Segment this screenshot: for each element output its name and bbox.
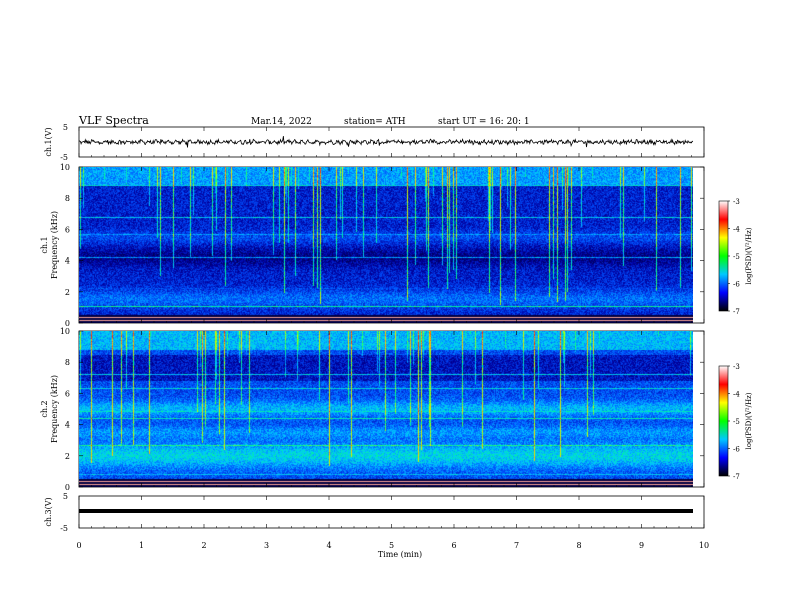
start-time-label: start UT = 16: 20: 1 [438, 117, 530, 127]
date-label: Mar.14, 2022 [251, 117, 312, 127]
ch1-freq-ticks: 10 8 6 4 2 0 [60, 163, 704, 328]
ch1-spectrogram-panel: 10 8 6 4 2 0 ch.1 Frequency (kHz) [40, 163, 705, 328]
cb1-ticks--3: -3 [733, 198, 740, 206]
ch1-waveform-ylabel: ch.1(V) [44, 127, 53, 156]
cb1-ticks--7: -7 [733, 308, 740, 316]
ch1-channel-label: ch.1 [40, 236, 49, 253]
ch1-ytick-bottom: -5 [60, 153, 68, 162]
ch1-freq-ylabel: Frequency (kHz) [50, 211, 59, 279]
time-tick-7: 7 [514, 541, 519, 550]
time-tick-10: 10 [699, 541, 709, 550]
time-tick-3: 3 [264, 541, 269, 550]
cb1-ticks--5: -5 [733, 253, 740, 261]
ch2-colorbar-label: log(PSD)(V²/Hz) [745, 392, 753, 449]
time-axis-label: Time (min) [378, 550, 422, 559]
ch2-spectrogram-panel: 10 8 6 4 2 0 ch.2 Frequency (kHz) [40, 327, 705, 492]
time-axis: 0 1 2 3 4 5 6 7 8 9 10 [76, 127, 709, 550]
spec2-yticks-label-4: 4 [65, 421, 70, 430]
cb2-ticks--6: -6 [733, 446, 740, 454]
cb2-ticks--4: -4 [733, 391, 740, 399]
spec2-yticks-label-2: 2 [65, 452, 70, 461]
ch3-ytick-bottom: -5 [60, 524, 68, 533]
time-tick-8: 8 [576, 541, 581, 550]
time-tick-2: 2 [201, 541, 206, 550]
ch3-waveform-line [79, 509, 693, 513]
ch3-waveform-panel: 5 -5 ch.3(V) [44, 492, 705, 533]
time-tick-5: 5 [389, 541, 394, 550]
spec1-yticks-label-6: 6 [65, 225, 70, 234]
cb2-ticks--5: -5 [733, 418, 740, 426]
ch2-colorbar-ticks: -3 -4 -5 -6 -7 [728, 363, 740, 481]
spec2-yticks-label-8: 8 [65, 358, 70, 367]
spec1-yticks-label-0: 0 [65, 319, 70, 328]
spec1-yticks-label-8: 8 [65, 194, 70, 203]
station-label: station= ATH [344, 117, 406, 127]
ch2-colorbar: -3 -4 -5 -6 -7 log(PSD)(V²/Hz) [718, 363, 753, 481]
spec1-yticks-label-2: 2 [65, 288, 70, 297]
ch2-channel-label: ch.2 [40, 400, 49, 417]
ch1-spectrogram-image [79, 167, 693, 323]
time-tick-0: 0 [76, 541, 81, 550]
ch1-colorbar-label: log(PSD)(V²/Hz) [745, 227, 753, 284]
time-tick-4: 4 [326, 541, 331, 550]
figure-title: VLF Spectra [78, 114, 149, 127]
ch1-colorbar-gradient [718, 200, 729, 312]
ch1-colorbar: -3 -4 -5 -6 -7 log(PSD)(V²/Hz) [718, 198, 753, 316]
spec2-yticks-label-10: 10 [60, 327, 70, 336]
ch1-waveform-panel: 5 -5 ch.1(V) [44, 123, 705, 162]
cb1-ticks--4: -4 [733, 226, 740, 234]
ch3-waveform-ylabel: ch.3(V) [44, 497, 53, 526]
cb1-ticks--6: -6 [733, 281, 740, 289]
ch3-ytick-top: 5 [63, 492, 68, 501]
ch2-colorbar-gradient [718, 365, 729, 477]
ch2-freq-ylabel: Frequency (kHz) [50, 375, 59, 443]
spec1-yticks-label-4: 4 [65, 257, 70, 266]
time-tick-6: 6 [451, 541, 456, 550]
spec2-yticks-label-6: 6 [65, 389, 70, 398]
cb2-ticks--3: -3 [733, 363, 740, 371]
ch1-waveform-line [78, 136, 694, 148]
time-tick-1: 1 [139, 541, 144, 550]
ch2-freq-ticks: 10 8 6 4 2 0 [60, 327, 704, 492]
spec2-yticks-label-0: 0 [65, 483, 70, 492]
ch2-spectrogram-image [79, 331, 693, 487]
spec1-yticks-label-10: 10 [60, 163, 70, 172]
time-tick-9: 9 [639, 541, 644, 550]
cb2-ticks--7: -7 [733, 473, 740, 481]
ch1-colorbar-ticks: -3 -4 -5 -6 -7 [728, 198, 740, 316]
ch1-ytick-top: 5 [63, 123, 68, 132]
